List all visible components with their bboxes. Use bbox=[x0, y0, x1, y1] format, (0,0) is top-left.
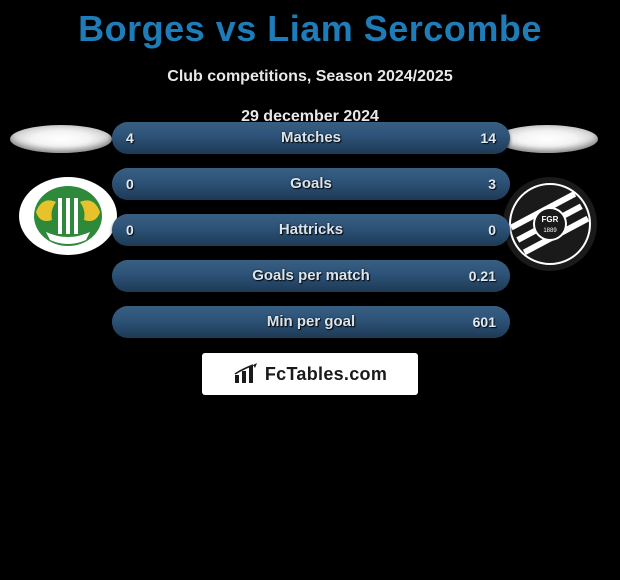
stat-metric: Matches bbox=[112, 122, 510, 154]
yeovil-crest-icon bbox=[18, 176, 118, 256]
stat-metric: Min per goal bbox=[112, 306, 510, 338]
player-left-ellipse bbox=[10, 125, 112, 153]
forest-green-crest-icon: FGR 1889 bbox=[502, 176, 598, 272]
svg-text:1889: 1889 bbox=[543, 228, 557, 234]
stat-row: Min per goal 601 bbox=[112, 306, 510, 338]
stat-row: 0 Hattricks 0 bbox=[112, 214, 510, 246]
stat-metric: Goals bbox=[112, 168, 510, 200]
player-right-ellipse bbox=[496, 125, 598, 153]
bar-chart-icon bbox=[233, 363, 259, 385]
stat-value-right: 601 bbox=[473, 306, 496, 338]
stat-row: Goals per match 0.21 bbox=[112, 260, 510, 292]
stats-panel: 4 Matches 14 0 Goals 3 0 Hattricks 0 Goa… bbox=[112, 122, 510, 352]
stat-value-right: 0.21 bbox=[469, 260, 496, 292]
stat-value-right: 3 bbox=[488, 168, 496, 200]
stat-metric: Goals per match bbox=[112, 260, 510, 292]
stat-row: 0 Goals 3 bbox=[112, 168, 510, 200]
stat-value-right: 0 bbox=[488, 214, 496, 246]
page-title: Borges vs Liam Sercombe bbox=[0, 0, 620, 50]
brand-text: FcTables.com bbox=[265, 364, 387, 385]
stat-metric: Hattricks bbox=[112, 214, 510, 246]
stat-row: 4 Matches 14 bbox=[112, 122, 510, 154]
crest-left bbox=[18, 176, 118, 261]
fctables-badge[interactable]: FcTables.com bbox=[202, 353, 418, 395]
svg-text:FGR: FGR bbox=[542, 215, 559, 224]
stat-value-right: 14 bbox=[480, 122, 496, 154]
crest-right: FGR 1889 bbox=[502, 176, 598, 277]
subtitle: Club competitions, Season 2024/2025 bbox=[0, 68, 620, 86]
